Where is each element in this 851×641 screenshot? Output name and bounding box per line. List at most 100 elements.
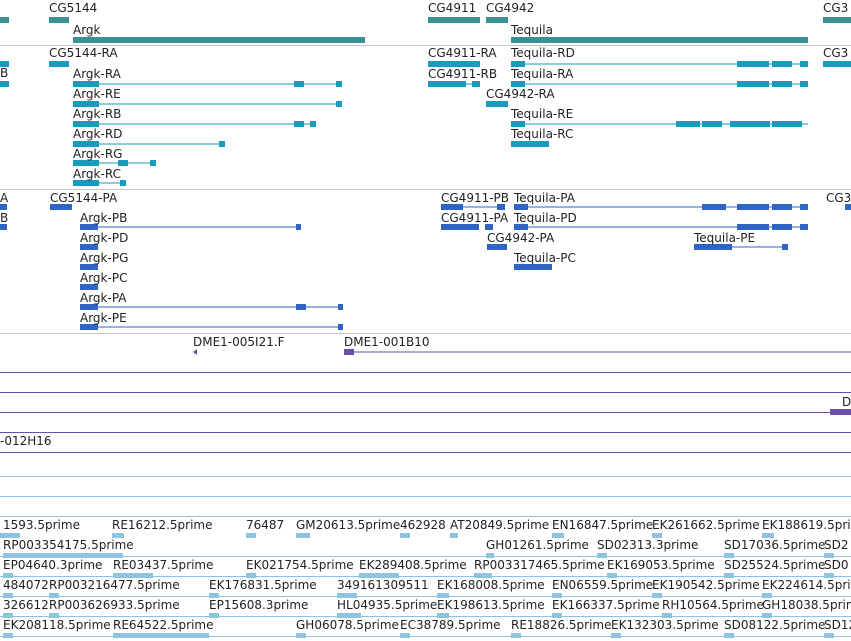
est-block[interactable] [662, 613, 672, 618]
est-block[interactable] [762, 593, 772, 598]
est-label[interactable]: EN16847.5prime [552, 518, 654, 532]
est-label[interactable]: SD17036.5prime [724, 538, 826, 552]
est-block[interactable] [597, 553, 607, 558]
clone-label[interactable]: DME1-001B10 [344, 335, 430, 349]
est-block[interactable] [246, 573, 256, 578]
est-block[interactable] [49, 593, 59, 598]
protein-label[interactable]: Argk-PG [80, 251, 129, 265]
est-block[interactable] [437, 593, 449, 598]
est-block[interactable] [3, 553, 123, 558]
transcript-label[interactable]: Argk-RA [73, 67, 121, 81]
est-block[interactable] [724, 633, 734, 638]
protein-label[interactable]: Argk-PC [80, 271, 128, 285]
est-label[interactable]: 326612 [3, 598, 49, 612]
est-label[interactable]: RP003626933.5prime [49, 598, 180, 612]
est-label[interactable]: 1593.5prime [3, 518, 80, 532]
est-block[interactable] [511, 633, 521, 638]
protein-label[interactable]: CG4942-PA [487, 231, 555, 245]
est-label[interactable]: EK132303.5prime [611, 618, 719, 632]
transcript-label[interactable]: CG4911-RB [428, 67, 498, 81]
est-block[interactable] [762, 613, 772, 618]
transcript-label[interactable]: Tequila-RE [511, 107, 574, 121]
est-block[interactable] [552, 613, 562, 618]
est-label[interactable]: SD08122.5prime [724, 618, 826, 632]
gene-feature[interactable] [49, 17, 69, 23]
est-block[interactable] [652, 533, 662, 538]
protein-label[interactable]: Argk-PE [80, 311, 127, 325]
est-block[interactable] [3, 593, 13, 598]
protein-label[interactable]: CG3 [826, 191, 851, 205]
transcript-label[interactable]: Argk-RC [73, 167, 121, 181]
est-label[interactable]: RE18826.5prime [511, 618, 612, 632]
transcript-label[interactable]: CG5144-RA [49, 46, 118, 60]
transcript-label[interactable]: Argk-RD [73, 127, 123, 141]
est-label[interactable]: AT20849.5prime [450, 518, 550, 532]
protein-label[interactable]: Tequila-PD [514, 211, 577, 225]
est-label[interactable]: GH06078.5prime [296, 618, 399, 632]
gene-feature[interactable] [0, 17, 9, 23]
protein-label[interactable]: B [0, 211, 9, 225]
est-label[interactable]: SD2 [824, 538, 849, 552]
est-label[interactable]: RP003354175.5prime [3, 538, 134, 552]
est-label[interactable]: HL04935.5prime [337, 598, 438, 612]
transcript-label[interactable]: CG3 [823, 46, 849, 60]
est-block[interactable] [49, 613, 59, 618]
est-label[interactable]: EP04640.3prime [3, 558, 103, 572]
est-label[interactable]: EK169053.5prime [607, 558, 715, 572]
est-block[interactable] [552, 593, 562, 598]
clone-label[interactable]: DME1-005I21.F [193, 335, 285, 349]
est-label[interactable]: EC38789.5prime [400, 618, 501, 632]
est-block[interactable] [552, 533, 564, 538]
est-label[interactable]: EK289408.5prime [359, 558, 467, 572]
est-label[interactable]: SD02313.3prime [597, 538, 699, 552]
est-block[interactable] [486, 553, 494, 558]
est-label[interactable]: EK188619.5prime [762, 518, 851, 532]
protein-label[interactable]: CG4911-PB [441, 191, 510, 205]
est-label[interactable]: EP15608.3prime [209, 598, 309, 612]
transcript-label[interactable]: CG4942-RA [486, 87, 555, 101]
est-block[interactable] [3, 573, 13, 578]
transcript-label[interactable]: B [0, 66, 9, 80]
est-block[interactable] [652, 593, 662, 598]
est-label[interactable]: GM20613.5prime [296, 518, 401, 532]
transcript-label[interactable]: Argk-RB [73, 107, 122, 121]
protein-label[interactable]: Tequila-PA [514, 191, 575, 205]
est-label[interactable]: RH10564.5prime [662, 598, 764, 612]
est-label[interactable]: SD12 [824, 618, 851, 632]
gene-feature[interactable] [428, 17, 480, 23]
est-block[interactable] [607, 573, 617, 578]
est-label[interactable]: EK208118.5prime [3, 618, 111, 632]
est-block[interactable] [824, 633, 834, 638]
est-block[interactable] [337, 593, 357, 598]
est-block[interactable] [450, 533, 458, 538]
est-block[interactable] [296, 633, 306, 638]
est-block[interactable] [611, 633, 621, 638]
est-label[interactable]: RE64522.5prime [113, 618, 214, 632]
est-label[interactable]: SD0 [824, 558, 849, 572]
gene-feature[interactable] [73, 37, 365, 43]
gene-label[interactable]: CG4942 [486, 1, 535, 15]
est-block[interactable] [724, 553, 734, 558]
transcript-label[interactable]: Tequila-RC [511, 127, 574, 141]
transcript-label[interactable]: CG4911-RA [428, 46, 497, 60]
protein-label[interactable]: Tequila-PC [514, 251, 576, 265]
est-block[interactable] [762, 533, 774, 538]
protein-label[interactable]: A [0, 191, 9, 205]
protein-label[interactable]: CG5144-PA [50, 191, 118, 205]
est-label[interactable]: EK166337.5prime [552, 598, 660, 612]
est-label[interactable]: EK021754.5prime [246, 558, 354, 572]
protein-label[interactable]: Argk-PB [80, 211, 128, 225]
protein-label[interactable]: Tequila-PE [694, 231, 756, 245]
est-block[interactable] [209, 593, 219, 598]
gene-label[interactable]: CG3 [823, 1, 849, 15]
gene-label[interactable]: CG4911 [428, 1, 477, 15]
est-block[interactable] [337, 613, 361, 618]
protein-label[interactable]: Argk-PA [80, 291, 127, 305]
est-label[interactable]: GH18038.5prime [762, 598, 851, 612]
est-label[interactable]: 462928 [400, 518, 446, 532]
est-label[interactable]: EK168008.5prime [437, 578, 545, 592]
clone-label[interactable]: -012H16 [0, 434, 52, 448]
est-block[interactable] [0, 533, 20, 538]
est-label[interactable]: RE03437.5prime [113, 558, 214, 572]
